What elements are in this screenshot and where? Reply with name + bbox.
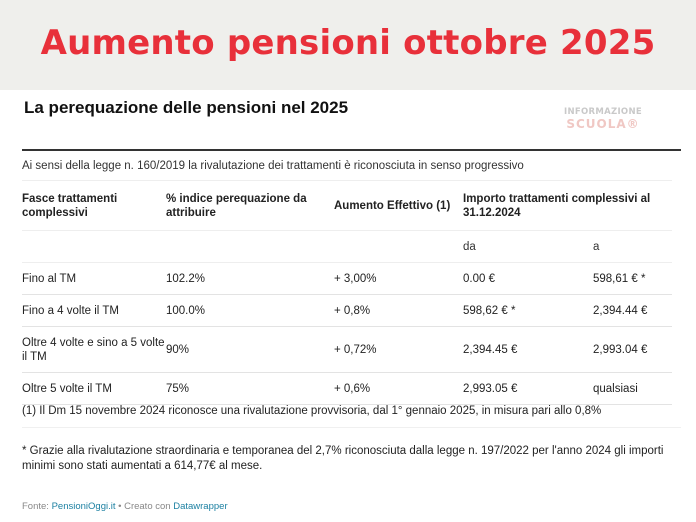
cell-from: 0.00 €: [463, 272, 495, 285]
cell-band: Fino a 4 volte il TM: [22, 304, 119, 317]
header-fasce: Fasce trattamenti complessivi: [22, 192, 118, 219]
table-row: Oltre 4 volte e sino a 5 volte il TM 90%…: [22, 327, 672, 373]
logo-top-text: INFORMAZIONE: [564, 107, 642, 117]
header-importo: Importo trattamenti complessivi al 31.12…: [463, 192, 651, 219]
banner: Aumento pensioni ottobre 2025: [0, 0, 696, 90]
chart-title: La perequazione delle pensioni nel 2025: [24, 98, 349, 117]
footnote-1: (1) Il Dm 15 novembre 2024 riconosce una…: [22, 405, 602, 417]
cell-from: 598,62 € *: [463, 304, 516, 317]
table-row: Fino al TM 102.2% + 3,00% 0.00 € 598,61 …: [22, 263, 672, 295]
cell-index: 102.2%: [166, 272, 206, 285]
cell-index: 100.0%: [166, 304, 206, 317]
banner-title: Aumento pensioni ottobre 2025: [40, 23, 656, 63]
footnote-asterisk: * Grazie alla rivalutazione straordinari…: [22, 445, 664, 472]
cell-to: 2,993.04 €: [593, 343, 648, 356]
datawrapper-link[interactable]: Datawrapper: [173, 501, 228, 512]
table-header-row: Fasce trattamenti complessivi % indice p…: [22, 180, 672, 231]
cell-increase: + 0,6%: [334, 382, 371, 395]
chart-card: La perequazione delle pensioni nel 2025 …: [0, 90, 696, 522]
perequazione-table: Fasce trattamenti complessivi % indice p…: [22, 180, 672, 405]
cell-from: 2,993.05 €: [463, 382, 518, 395]
informazione-scuola-logo: INFORMAZIONE SCUOLA®: [563, 108, 643, 130]
source-footer: Fonte: PensioniOggi.it • Creato con Data…: [22, 501, 228, 512]
subheader-da: da: [463, 240, 476, 253]
cell-band: Oltre 4 volte e sino a 5 volte il TM: [22, 336, 165, 363]
notes-divider: [22, 427, 681, 428]
cell-increase: + 0,8%: [334, 304, 371, 317]
source-label: Fonte:: [22, 501, 49, 512]
logo-bottom-text: SCUOLA®: [566, 116, 640, 131]
cell-index: 90%: [166, 343, 190, 356]
header-aumento: Aumento Effettivo (1): [334, 199, 451, 212]
source-link-pensionioggi[interactable]: PensioniOggi.it: [51, 501, 116, 512]
cell-increase: + 3,00%: [334, 272, 377, 285]
cell-to: 2,394.44 €: [593, 304, 648, 317]
cell-increase: + 0,72%: [334, 343, 377, 356]
cell-band: Fino al TM: [22, 272, 77, 285]
cell-to: qualsiasi: [593, 382, 638, 395]
table-row: Fino a 4 volte il TM 100.0% + 0,8% 598,6…: [22, 295, 672, 327]
header-indice: % indice perequazione da attribuire: [166, 192, 307, 219]
table-row: Oltre 5 volte il TM 75% + 0,6% 2,993.05 …: [22, 373, 672, 405]
title-divider: [22, 149, 681, 151]
cell-band: Oltre 5 volte il TM: [22, 382, 112, 395]
created-label: Creato con: [124, 501, 171, 512]
cell-to: 598,61 € *: [593, 272, 646, 285]
chart-subtitle: Ai sensi della legge n. 160/2019 la riva…: [22, 160, 524, 172]
table-subheader-row: da a: [22, 231, 672, 263]
subheader-a: a: [593, 240, 600, 253]
cell-from: 2,394.45 €: [463, 343, 518, 356]
footer-separator: •: [118, 501, 122, 512]
cell-index: 75%: [166, 382, 190, 395]
